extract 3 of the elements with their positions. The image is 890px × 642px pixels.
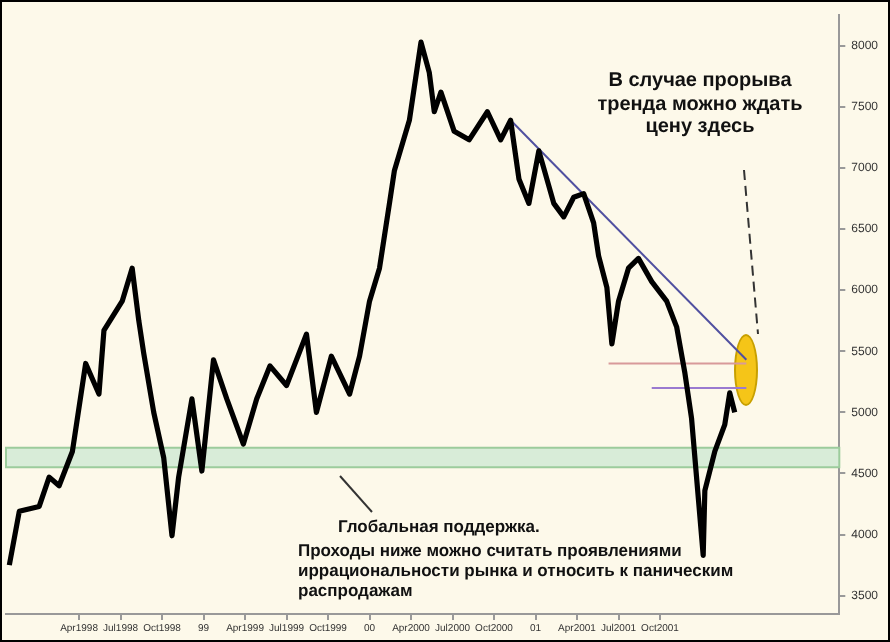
annotation: Глобальная поддержка.: [338, 516, 540, 538]
annotation: Проходы ниже можно считать проявлениями иррациональности рынка и относить к паническим распродажам: [298, 540, 736, 601]
annotation: В случае прорыва тренда можно ждать цену здесь: [595, 70, 805, 139]
